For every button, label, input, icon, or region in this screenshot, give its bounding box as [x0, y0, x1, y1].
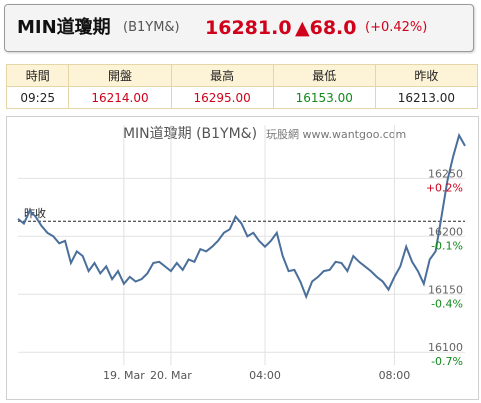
- change: ▲68.0: [295, 17, 357, 39]
- column-header: 時間: [5, 64, 70, 87]
- x-tick-label: 04:00: [249, 369, 281, 382]
- x-tick-label: 19. Mar: [103, 369, 145, 382]
- data-row: 09:25 16214.00 16295.00 16153.00 16213.0…: [5, 86, 479, 109]
- y-tick-pct-label: +0.2%: [426, 181, 463, 194]
- column-header: 最低: [272, 64, 376, 87]
- quote-table: 時間 開盤 最高 最低 昨收 09:25 16214.00 16295.00 1…: [5, 64, 479, 109]
- x-tick-label: 08:00: [379, 369, 411, 382]
- chart: MIN道瓊期 (B1YM&) 玩股網 www.wantgoo.com 19. M…: [6, 116, 479, 400]
- column-header: 最高: [170, 64, 274, 87]
- price-line: [17, 132, 466, 300]
- cell: 16295.00: [170, 86, 274, 109]
- cell: 16213.00: [374, 86, 479, 109]
- cell: 09:25: [5, 86, 70, 109]
- column-header: 開盤: [68, 64, 172, 87]
- y-tick-pct-label: -0.7%: [431, 355, 463, 368]
- y-tick-pct-label: -0.4%: [431, 297, 463, 310]
- symbol-name: MIN道瓊期: [17, 17, 111, 38]
- symbol-code: (B1YM&): [123, 20, 180, 35]
- price: 16281.0: [205, 17, 292, 39]
- cell: 16214.00: [68, 86, 172, 109]
- column-header: 昨收: [374, 64, 479, 87]
- watermark: 玩股網 www.wantgoo.com: [266, 127, 406, 141]
- chart-frame: [6, 116, 479, 400]
- y-tick-label: 16250: [428, 167, 463, 180]
- cell: 16153.00: [272, 86, 376, 109]
- y-tick-label: 16150: [428, 283, 463, 296]
- header-row: 時間 開盤 最高 最低 昨收: [5, 64, 479, 87]
- x-tick-label: 20. Mar: [150, 369, 192, 382]
- chart-title: MIN道瓊期 (B1YM&): [123, 126, 257, 142]
- y-tick-label: 16200: [428, 225, 463, 238]
- change-pct: (+0.42%): [365, 20, 428, 35]
- quote-header: MIN道瓊期 (B1YM&) 16281.0 ▲68.0 (+0.42%): [4, 4, 474, 52]
- y-tick-pct-label: -0.1%: [431, 239, 463, 252]
- y-tick-label: 16100: [428, 341, 463, 354]
